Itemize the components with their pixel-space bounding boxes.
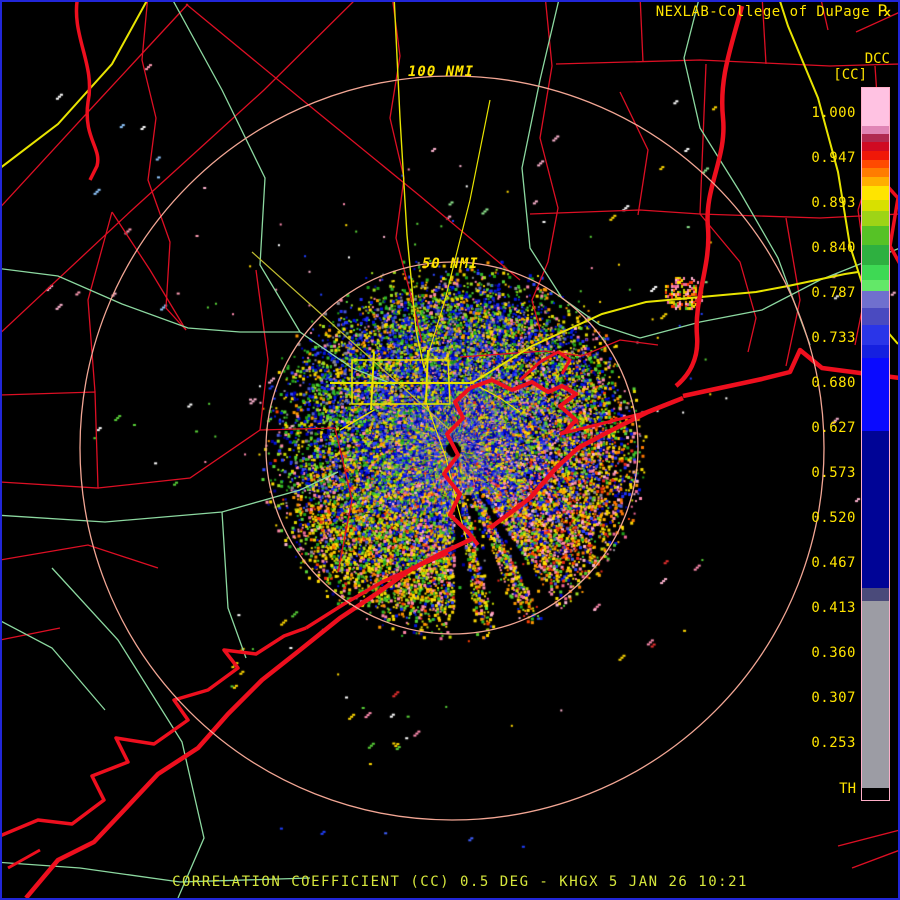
color-scale-segment	[862, 588, 889, 601]
colorbar-tick-label: 0.360	[811, 645, 856, 661]
colorbar-tick-label: 1.000	[811, 105, 856, 121]
colorbar-tick-label: 0.467	[811, 555, 856, 571]
county-boundaries	[0, 0, 900, 869]
colorbar-tick-label: 0.680	[811, 375, 856, 391]
color-scale-segment	[862, 280, 889, 291]
color-scale-segment	[862, 142, 889, 151]
color-scale-segment	[862, 151, 889, 160]
colorbar-tick-label: 0.893	[811, 195, 856, 211]
color-scale-segment	[862, 358, 889, 431]
color-scale-segment	[862, 291, 889, 308]
colorbar-tick-label: 0.733	[811, 330, 856, 346]
product-title: CORRELATION COEFFICIENT (CC) 0.5 DEG - K…	[172, 874, 748, 890]
color-scale-segment	[862, 788, 889, 800]
color-scale-segment	[862, 431, 889, 588]
colorbar-tick-label: 0.307	[811, 690, 856, 706]
highway-faint-lines	[251, 251, 453, 433]
range-ring-100nmi	[79, 75, 825, 821]
range-ring-50nmi	[265, 261, 639, 635]
color-scale-segment	[862, 211, 889, 226]
color-scale-segment	[862, 186, 889, 200]
color-scale-segment	[862, 601, 889, 788]
threshold-label: TH	[839, 781, 856, 797]
highway-lines	[0, 0, 899, 546]
color-scale-segment	[862, 325, 889, 345]
product-unit-label: [CC]	[833, 67, 867, 83]
colorbar-tick-label: 0.253	[811, 735, 856, 751]
color-scale-segment	[862, 308, 889, 325]
color-scale-segment	[862, 245, 889, 265]
brand-logo-icon: ℞	[877, 1, 892, 20]
range-rings	[79, 75, 825, 821]
colorbar-tick-label: 0.573	[811, 465, 856, 481]
colorbar-tick-label: 0.947	[811, 150, 856, 166]
colorbar-tick-label: 0.787	[811, 285, 856, 301]
color-scale-segment	[862, 345, 889, 358]
color-scale-segment	[862, 126, 889, 134]
brand-text: NEXLAB-College of DuPage	[655, 4, 870, 20]
color-scale-bar	[861, 87, 890, 801]
colorbar-tick-label: 0.413	[811, 600, 856, 616]
color-scale-segment	[862, 226, 889, 245]
colorbar-tick-label: 0.520	[811, 510, 856, 526]
color-scale-segment	[862, 177, 889, 186]
colorbar-tick-label: 0.627	[811, 420, 856, 436]
color-scale-segment	[862, 160, 889, 168]
colorbar-tick-label: 0.840	[811, 240, 856, 256]
product-code-label: DCC	[864, 51, 890, 67]
color-scale-segment	[862, 265, 889, 280]
color-scale-segment	[862, 200, 889, 211]
color-scale-segment	[862, 168, 889, 177]
range-ring-label-100nmi: 100 NMI	[408, 64, 475, 80]
range-ring-label-50nmi: 50 NMI	[422, 256, 479, 272]
color-scale-segment	[862, 88, 889, 126]
color-scale-segment	[862, 134, 889, 142]
